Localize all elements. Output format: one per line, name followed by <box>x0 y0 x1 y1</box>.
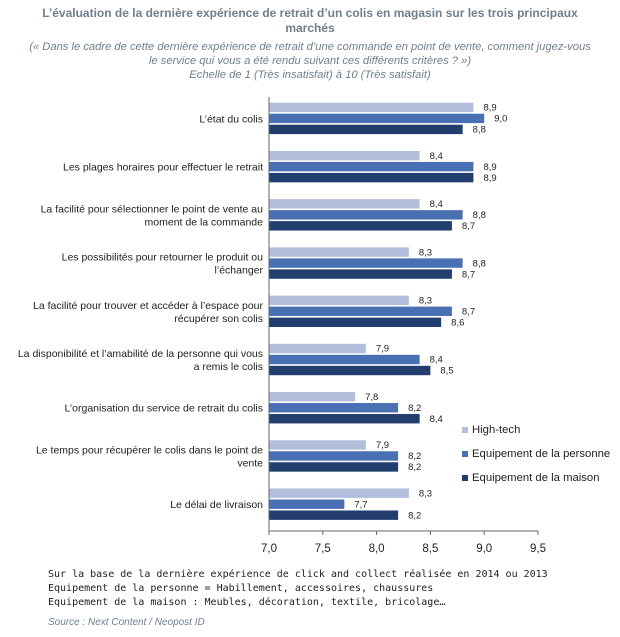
legend-item-high-tech: High-tech <box>462 418 610 442</box>
bar-1-series-0 <box>269 150 420 161</box>
category-label-3-line-0: Les possibilités pour retourner le produ… <box>62 252 264 264</box>
category-label-4-line-1: récupérer son colis <box>174 313 263 325</box>
bar-3-series-2 <box>269 269 452 279</box>
bar-4-series-1 <box>269 306 452 316</box>
chart-subtitle-line-1: (« Dans le cadre de cette dernière expér… <box>29 41 591 53</box>
chart-subtitle: (« Dans le cadre de cette dernière expér… <box>0 40 620 82</box>
bar-label-8-series-1: 7,7 <box>354 499 367 510</box>
category-label-2-line-1: moment de la commande <box>145 216 264 228</box>
category-label-1-line-0: Les plages horaires pour effectuer le re… <box>63 162 263 174</box>
bar-0-series-2 <box>269 124 463 135</box>
source-note: Source : Next Content / Neopost ID <box>48 617 205 628</box>
bar-1-series-2 <box>269 172 474 183</box>
bar-7-series-2 <box>269 462 399 472</box>
chart-subtitle-line-3: Echelle de 1 (Très insatisfait) à 10 (Tr… <box>189 69 431 81</box>
bar-label-1-series-0: 8,4 <box>430 151 443 162</box>
bar-label-7-series-2: 8,2 <box>408 462 421 473</box>
bar-4-series-2 <box>269 317 442 327</box>
category-label-7-line-0: Le temps pour récupérer le colis dans le… <box>36 444 263 456</box>
bar-3-series-1 <box>269 258 463 268</box>
footnote-2: Equipement de la personne = Habillement,… <box>48 583 434 594</box>
category-label-5-line-0: La disponibilité et l’amabilité de la pe… <box>18 348 263 360</box>
bar-label-6-series-2: 8,4 <box>430 414 443 425</box>
legend-item-equipement-personne: Equipement de la personne <box>462 442 610 466</box>
bar-label-0-series-2: 8,8 <box>473 125 486 136</box>
legend-item-equipement-maison: Equipement de la maison <box>462 466 610 490</box>
legend-label-equipement-personne: Equipement de la personne <box>472 448 611 460</box>
bar-label-4-series-1: 8,7 <box>462 306 475 317</box>
x-tick-label-3: 8,5 <box>422 543 438 555</box>
x-tick-label-1: 7,5 <box>315 543 331 555</box>
category-label-7-line-1: vente <box>237 457 263 469</box>
chart-title-line-2: marchés <box>285 21 335 35</box>
bar-6-series-1 <box>269 403 399 413</box>
bar-label-8-series-0: 8,3 <box>419 488 432 499</box>
bar-7-series-1 <box>269 451 399 461</box>
x-tick-label-0: 7,0 <box>261 543 277 555</box>
bar-5-series-2 <box>269 365 431 376</box>
bar-label-2-series-0: 8,4 <box>430 199 443 210</box>
bar-8-series-1 <box>269 499 345 509</box>
x-tick-label-2: 8,0 <box>369 543 385 555</box>
bar-label-7-series-1: 8,2 <box>408 451 421 462</box>
bar-4-series-0 <box>269 295 409 305</box>
bar-2-series-1 <box>269 210 463 220</box>
bar-label-8-series-2: 8,2 <box>408 510 421 521</box>
category-label-5-line-1: a remis le colis <box>194 361 263 373</box>
bar-3-series-0 <box>269 247 409 257</box>
chart-subtitle-line-2: le service qui vous a été rendu suivant … <box>148 55 472 67</box>
legend: High-tech Equipement de la personne Equi… <box>462 418 610 490</box>
footnote-1: Sur la base de la dernière expérience de… <box>48 569 548 580</box>
bar-label-1-series-1: 8,9 <box>483 162 496 173</box>
legend-label-equipement-maison: Equipement de la maison <box>472 472 600 484</box>
category-label-0-line-0: L’état du colis <box>199 113 263 125</box>
bar-7-series-0 <box>269 440 366 450</box>
bar-label-1-series-2: 8,9 <box>483 173 496 184</box>
category-label-6-line-0: L’organisation du service de retrait du … <box>65 403 263 415</box>
bar-8-series-2 <box>269 510 399 520</box>
bar-label-5-series-1: 8,4 <box>430 355 443 366</box>
bar-label-0-series-0: 8,9 <box>483 103 496 114</box>
bar-label-2-series-1: 8,8 <box>473 210 486 221</box>
category-label-4-line-0: La facilité pour trouver et accéder à l’… <box>33 300 263 312</box>
bar-8-series-0 <box>269 488 409 498</box>
bar-label-4-series-2: 8,6 <box>451 317 464 328</box>
legend-swatch-equipement-personne <box>462 451 468 457</box>
bar-label-3-series-2: 8,7 <box>462 269 475 280</box>
footnote-3: Equipement de la maison : Meubles, décor… <box>48 597 446 608</box>
bar-0-series-0 <box>269 102 474 113</box>
category-label-3-line-1: l’échanger <box>215 265 264 277</box>
x-tick-label-4: 9,0 <box>476 543 492 555</box>
bar-label-2-series-2: 8,7 <box>462 221 475 232</box>
bar-1-series-1 <box>269 161 474 172</box>
category-label-8-line-0: Le délai de livraison <box>170 499 263 511</box>
legend-swatch-high-tech <box>462 427 468 433</box>
bar-label-5-series-2: 8,5 <box>440 366 453 377</box>
bar-5-series-1 <box>269 354 420 365</box>
bar-label-3-series-0: 8,3 <box>419 247 432 258</box>
bar-label-4-series-0: 8,3 <box>419 295 432 306</box>
bar-label-0-series-1: 9,0 <box>494 114 507 125</box>
bar-label-7-series-0: 7,9 <box>376 440 389 451</box>
chart-title-line-1: L’évaluation de la dernière expérience d… <box>42 6 578 20</box>
category-label-2-line-0: La facilité pour sélectionner le point d… <box>41 203 264 215</box>
chart-title: L’évaluation de la dernière expérience d… <box>0 6 620 36</box>
bar-0-series-1 <box>269 113 485 124</box>
bar-2-series-0 <box>269 199 420 209</box>
legend-label-high-tech: High-tech <box>472 424 521 436</box>
bar-6-series-0 <box>269 392 356 402</box>
bar-label-3-series-1: 8,8 <box>473 258 486 269</box>
footnotes: Sur la base de la dernière expérience de… <box>48 568 548 610</box>
bar-label-5-series-0: 7,9 <box>376 344 389 355</box>
x-tick-label-5: 9,5 <box>530 543 546 555</box>
legend-swatch-equipement-maison <box>462 475 468 481</box>
bar-2-series-2 <box>269 221 452 231</box>
bar-5-series-0 <box>269 343 366 354</box>
bar-label-6-series-0: 7,8 <box>365 392 378 403</box>
bar-label-6-series-1: 8,2 <box>408 403 421 414</box>
bar-6-series-2 <box>269 414 420 424</box>
